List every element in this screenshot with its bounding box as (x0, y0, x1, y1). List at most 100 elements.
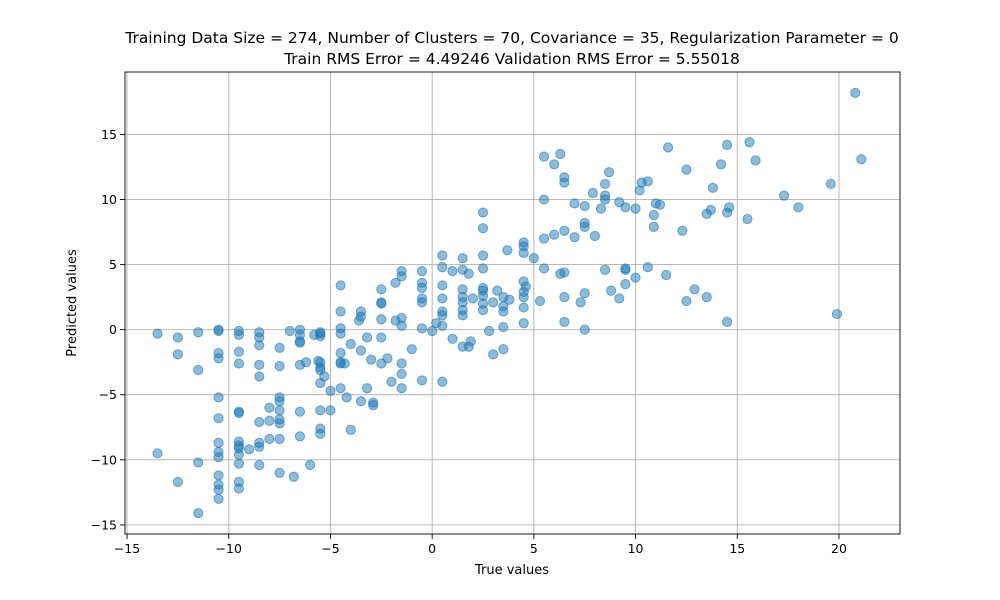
scatter-point (778, 190, 790, 201)
scatter-point (274, 342, 285, 353)
scatter-point (587, 187, 598, 199)
scatter-point (172, 332, 183, 343)
scatter-point (254, 441, 265, 452)
scatter-point (498, 344, 509, 355)
scatter-point (254, 340, 265, 351)
scatter-point (630, 203, 641, 214)
scatter-point (477, 263, 489, 274)
scatter-point (193, 364, 204, 376)
x-tick-label: 0 (428, 541, 436, 556)
scatter-point (793, 202, 804, 213)
x-tick-label: 10 (628, 541, 644, 556)
scatter-point (213, 484, 224, 495)
scatter-point (559, 177, 570, 188)
x-tick-label: 15 (729, 541, 745, 556)
scatter-point (654, 199, 666, 210)
scatter-point (376, 314, 387, 325)
scatter-point (715, 159, 727, 170)
scatter-point (559, 225, 570, 236)
scatter-point (172, 349, 183, 360)
scatter-point (630, 272, 641, 283)
scatter-point (648, 210, 659, 221)
x-tick-label: 20 (831, 541, 847, 556)
y-tick-label: 5 (109, 257, 117, 272)
scatter-point (396, 383, 407, 394)
scatter-point (648, 221, 659, 232)
y-tick-label: 0 (109, 322, 117, 337)
scatter-point (467, 293, 478, 304)
scatter-point (305, 459, 316, 471)
scatter-point (243, 444, 255, 455)
scatter-point (294, 431, 306, 442)
scatter-point (599, 178, 611, 190)
scatter-point (416, 266, 428, 277)
scatter-point (355, 345, 367, 356)
scatter-point (437, 262, 448, 273)
scatter-point (193, 327, 204, 338)
scatter-point (335, 328, 346, 339)
scatter-point (721, 139, 733, 150)
scatter-point (213, 413, 224, 424)
scatter-point (488, 349, 499, 360)
scatter-point (284, 325, 295, 337)
scatter-point (559, 267, 570, 278)
scatter-point (642, 262, 653, 273)
y-tick-label: 10 (101, 192, 117, 207)
scatter-point (520, 281, 531, 292)
scatter-point (274, 396, 285, 407)
scatter-point (355, 396, 367, 407)
scatter-point (355, 311, 367, 322)
scatter-point (447, 333, 458, 344)
scatter-point (504, 294, 515, 305)
scatter-point (681, 164, 692, 175)
scatter-point (447, 266, 458, 277)
scatter-point (498, 321, 509, 333)
scatter-point (606, 285, 617, 296)
chart-subtitle: Train RMS Error = 4.49246 Validation RMS… (283, 50, 740, 68)
scatter-point (386, 376, 397, 387)
scatter-point (396, 271, 407, 282)
scatter-point (701, 292, 712, 303)
scatter-point (233, 358, 245, 369)
scatter-point (538, 151, 550, 162)
scatter-point (335, 383, 346, 394)
scatter-point (315, 405, 326, 416)
scatter-point (233, 329, 245, 340)
scatter-point (457, 310, 468, 321)
scatter-point (427, 325, 438, 337)
scatter-point (518, 302, 529, 313)
scatter-point (498, 306, 509, 317)
scatter-point (264, 402, 275, 413)
scatter-point (518, 318, 529, 329)
scatter-point (325, 405, 336, 416)
scatter-point (599, 194, 611, 205)
scatter-point (825, 178, 836, 190)
scatter-point (528, 253, 539, 264)
scatter-point (335, 280, 346, 291)
scatter-point (831, 308, 843, 320)
scatter-point (396, 368, 407, 380)
scatter-point (254, 416, 265, 428)
scatter-point (620, 279, 631, 290)
scatter-point (233, 458, 245, 469)
scatter-point (335, 348, 346, 359)
scatter-point (376, 332, 387, 343)
scatter-point (361, 332, 373, 343)
scatter-point (457, 253, 468, 264)
scatter-point (569, 232, 580, 243)
x-tick-label: 5 (530, 541, 538, 556)
scatter-point (319, 371, 330, 382)
scatter-point (416, 375, 428, 386)
scatter-point (663, 142, 674, 153)
scatter-point (288, 471, 299, 482)
scatter-point (850, 87, 861, 98)
scatter-point (549, 229, 560, 240)
scatter-point (345, 424, 356, 435)
scatter-point (579, 324, 590, 335)
scatter-point (614, 293, 625, 304)
scatter-point (416, 282, 428, 294)
scatter-point (599, 264, 611, 275)
scatter-point (538, 263, 550, 274)
scatter-point (233, 449, 245, 460)
